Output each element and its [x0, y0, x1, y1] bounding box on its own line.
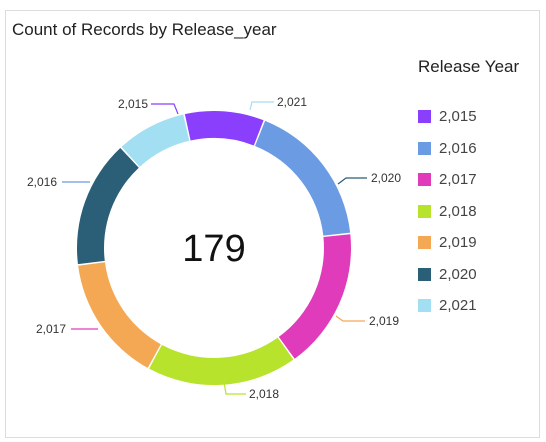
legend-item-2021[interactable]: 2,021	[418, 290, 477, 322]
leader-line	[151, 103, 179, 115]
donut-slice-2017[interactable]	[278, 234, 351, 359]
legend-swatch	[418, 141, 431, 155]
legend: 2,015 2,016 2,017 2,018 2,019 2,020 2,02…	[418, 101, 477, 322]
legend-item-2019[interactable]: 2,019	[418, 227, 477, 259]
legend-swatch	[418, 173, 431, 187]
donut-slice-2019[interactable]	[78, 262, 161, 368]
leader-line	[337, 177, 367, 185]
slice-label: 2,019	[369, 314, 399, 328]
legend-title: Release Year	[418, 57, 520, 76]
legend-item-2017[interactable]: 2,017	[418, 164, 477, 196]
donut-slice-2020[interactable]	[77, 148, 139, 265]
legend-label: 2,020	[439, 265, 477, 283]
slice-label: 2,018	[249, 387, 279, 401]
donut-slice-2015[interactable]	[184, 111, 264, 146]
legend-item-2020[interactable]: 2,020	[418, 259, 477, 291]
leader-line	[249, 101, 274, 111]
slice-label: 2,016	[27, 175, 57, 189]
donut-slice-2016[interactable]	[255, 120, 351, 236]
legend-item-2016[interactable]: 2,016	[418, 133, 477, 165]
legend-label: 2,017	[439, 171, 477, 189]
leader-line	[223, 381, 246, 395]
donut-slice-2021[interactable]	[121, 114, 190, 167]
total-value: 179	[182, 228, 245, 270]
slice-label: 2,015	[118, 97, 148, 111]
legend-swatch	[418, 267, 431, 281]
slice-label: 2,017	[36, 322, 66, 336]
chart-title: Count of Records by Release_year	[12, 20, 277, 39]
donut-slice-2018[interactable]	[149, 337, 294, 385]
slice-label: 2,020	[371, 171, 401, 185]
legend-label: 2,016	[439, 139, 477, 157]
leader-line	[335, 315, 365, 322]
slice-label: 2,021	[277, 95, 307, 109]
legend-swatch	[418, 299, 431, 313]
legend-swatch	[418, 236, 431, 250]
legend-label: 2,021	[439, 297, 477, 315]
legend-label: 2,019	[439, 234, 477, 252]
legend-item-2015[interactable]: 2,015	[418, 101, 477, 133]
legend-swatch	[418, 110, 431, 124]
legend-label: 2,018	[439, 202, 477, 220]
legend-item-2018[interactable]: 2,018	[418, 196, 477, 228]
legend-label: 2,015	[439, 108, 477, 126]
legend-swatch	[418, 204, 431, 218]
